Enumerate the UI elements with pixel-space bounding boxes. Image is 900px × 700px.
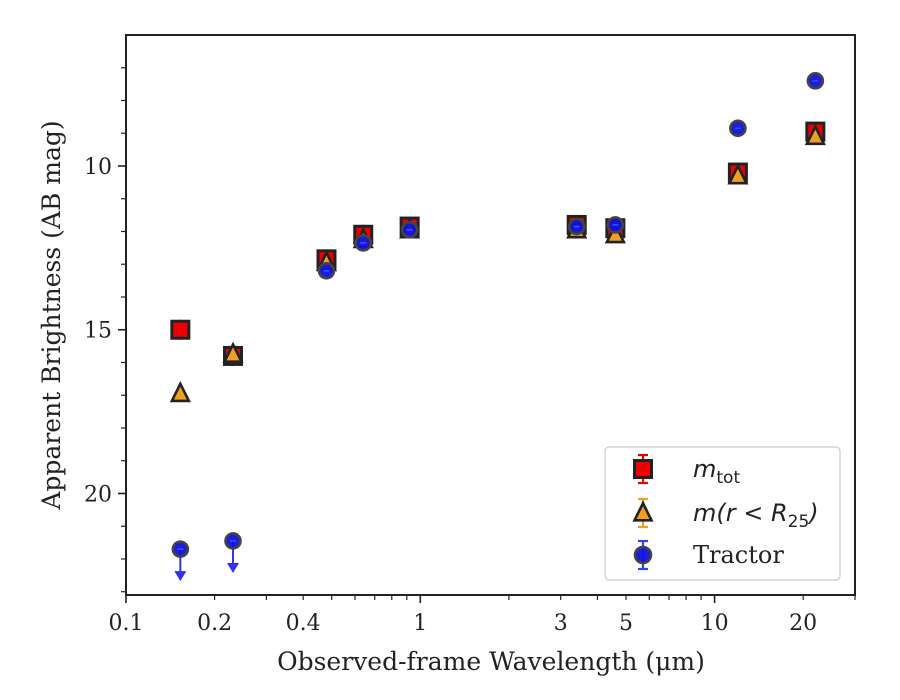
y-tick-label: 15 (84, 319, 112, 344)
x-tick-label: 5 (619, 611, 633, 636)
legend-label: m(r < R25) (693, 499, 819, 532)
plot-frame (125, 34, 856, 596)
data-marks (169, 72, 826, 582)
data-point (169, 380, 191, 403)
x-axis: 0.1 0.2 0.4 1 3 5 10 20 (109, 595, 856, 636)
y-tick-label: 10 (84, 155, 112, 180)
y-axis-label: Apparent Brightness (AB mag) (37, 120, 66, 510)
x-tick-label: 1 (413, 611, 427, 636)
series-2 (171, 72, 825, 582)
legend-marker (633, 545, 653, 565)
data-point (727, 163, 749, 185)
data-point (170, 319, 191, 340)
upper-limit-arrow (227, 562, 240, 573)
legend: mtot m(r < R25) Tractor (604, 446, 841, 581)
series-1 (169, 123, 826, 403)
data-point (804, 123, 826, 146)
x-tick-label: 20 (789, 611, 817, 636)
x-tick-label: 3 (554, 611, 568, 636)
y-axis: 10 15 20 (84, 67, 126, 593)
x-tick-label: 0.1 (109, 611, 144, 636)
series-0 (170, 121, 826, 366)
legend-marker (633, 459, 653, 479)
legend-box (604, 446, 841, 581)
legend-label: Tractor (693, 541, 784, 569)
upper-limit-arrow (174, 571, 187, 582)
x-tick-label: 0.2 (197, 611, 232, 636)
y-tick-label: 20 (84, 482, 112, 507)
legend-label: mtot (693, 455, 740, 488)
legend-marker (632, 500, 654, 522)
data-point (222, 341, 244, 363)
plot-area (125, 34, 856, 596)
x-axis-label: Observed-frame Wavelength (μm) (277, 647, 705, 676)
x-tick-label: 10 (701, 611, 729, 636)
x-tick-label: 0.4 (286, 611, 321, 636)
